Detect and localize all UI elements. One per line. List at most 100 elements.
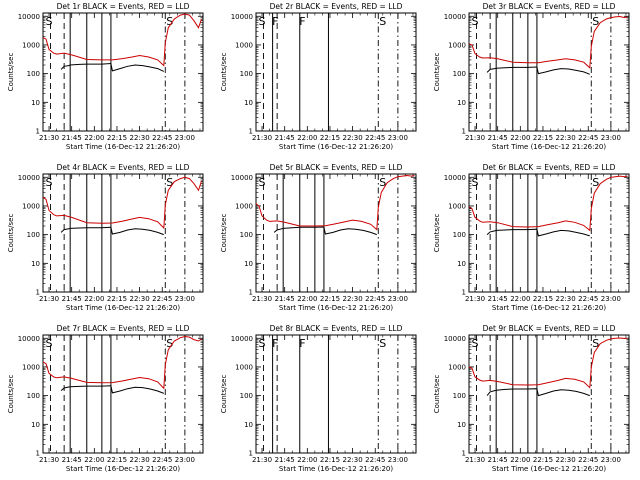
y-tick-label: 1000 (448, 41, 466, 49)
panel-title: Det 8r BLACK = Events, RED = LLD (270, 324, 403, 333)
panel-7: Det 7r BLACK = Events, RED = LLD 1 10 100 10… (7, 324, 204, 473)
x-tick-label: 22:30 (130, 295, 150, 303)
y-tick-label: 1000 (22, 41, 40, 49)
flag-label-s: S (259, 337, 266, 350)
x-tick-label: 22:00 (510, 456, 530, 464)
x-tick-label: 21:45 (62, 134, 82, 142)
x-axis-label: Start Time (16-Dec-12 21:26:20) (492, 304, 606, 312)
plot-frame (255, 173, 417, 293)
lld-series-line (468, 175, 628, 232)
y-tick-label: 10000 (444, 335, 466, 343)
flag-label-s: S (166, 337, 173, 350)
plot-frame (255, 334, 417, 454)
x-tick-label: 21:45 (275, 134, 295, 142)
y-tick-label: 10000 (231, 13, 253, 21)
x-tick-label: 22:15 (320, 295, 340, 303)
x-tick-label: 22:15 (107, 456, 127, 464)
y-tick-label: 100 (453, 392, 466, 400)
events-series-line (273, 226, 377, 236)
flag-label-s: S (166, 15, 173, 28)
x-tick-label: 23:00 (601, 134, 621, 142)
x-tick-label: 21:45 (62, 295, 82, 303)
x-tick-label: 22:30 (556, 134, 576, 142)
x-tick-label: 23:00 (175, 295, 195, 303)
lld-series-line (42, 335, 202, 390)
flag-label-f: F (299, 15, 305, 28)
y-tick-label: 1 (249, 128, 253, 136)
x-tick-label: 22:45 (152, 295, 172, 303)
x-tick-label: 22:45 (578, 134, 598, 142)
y-tick-label: 10 (31, 421, 40, 429)
x-tick-label: 22:15 (107, 134, 127, 142)
y-tick-label: 1000 (448, 202, 466, 210)
panel-title: Det 1r BLACK = Events, RED = LLD (57, 2, 190, 11)
y-tick-label: 10000 (18, 13, 40, 21)
x-tick-label: 22:45 (365, 134, 385, 142)
flag-label-s: S (592, 176, 599, 189)
x-tick-label: 21:45 (488, 295, 508, 303)
x-axis-label: Start Time (16-Dec-12 21:26:20) (279, 465, 393, 473)
x-tick-label: 22:30 (556, 295, 576, 303)
y-tick-label: 100 (240, 70, 253, 78)
x-tick-label: 21:30 (39, 134, 59, 142)
y-tick-label: 10000 (444, 13, 466, 21)
x-tick-label: 21:30 (252, 456, 272, 464)
events-series-line (486, 388, 590, 397)
flag-label-s: S (472, 15, 479, 28)
x-axis-label: Start Time (16-Dec-12 21:26:20) (279, 143, 393, 151)
panel-1: Det 1r BLACK = Events, RED = LLD 1 10 100 10… (7, 2, 204, 151)
lld-series-line (468, 337, 628, 389)
events-series-line (486, 228, 590, 237)
plot-frame (468, 12, 630, 132)
y-tick-label: 10 (457, 421, 466, 429)
plot-frame (468, 334, 630, 454)
y-tick-label: 100 (240, 231, 253, 239)
x-tick-label: 22:30 (130, 134, 150, 142)
y-tick-label: 100 (240, 392, 253, 400)
y-tick-label: 1000 (235, 41, 253, 49)
y-tick-label: 100 (453, 70, 466, 78)
y-axis-label: Counts/sec (220, 214, 228, 253)
plot-frame (42, 334, 204, 454)
y-tick-label: 100 (27, 231, 40, 239)
x-tick-label: 22:15 (533, 134, 553, 142)
y-tick-label: 1000 (235, 363, 253, 371)
y-axis-label: Counts/sec (220, 53, 228, 92)
y-tick-label: 100 (453, 231, 466, 239)
x-tick-label: 21:30 (465, 456, 485, 464)
flag-label-s: S (259, 176, 266, 189)
x-tick-label: 22:15 (533, 456, 553, 464)
panel-title: Det 6r BLACK = Events, RED = LLD (483, 163, 616, 172)
panel-title: Det 9r BLACK = Events, RED = LLD (483, 324, 616, 333)
y-axis-label: Counts/sec (433, 53, 441, 92)
panel-title: Det 2r BLACK = Events, RED = LLD (270, 2, 403, 11)
x-tick-label: 21:30 (39, 456, 59, 464)
plot-frame (42, 12, 204, 132)
panel-2: Det 2r BLACK = Events, RED = LLD 1 10 100 10… (220, 2, 417, 151)
flag-label-s: S (379, 337, 386, 350)
x-tick-label: 22:00 (297, 456, 317, 464)
x-tick-label: 22:15 (533, 295, 553, 303)
lld-series-line (42, 13, 202, 67)
y-tick-label: 10 (457, 260, 466, 268)
x-axis-label: Start Time (16-Dec-12 21:26:20) (279, 304, 393, 312)
lld-series-line (468, 15, 628, 69)
y-tick-label: 1000 (235, 202, 253, 210)
y-tick-label: 1 (462, 289, 466, 297)
x-tick-label: 22:45 (152, 456, 172, 464)
y-axis-label: Counts/sec (7, 375, 15, 414)
y-tick-label: 1 (249, 450, 253, 458)
y-tick-label: 1 (36, 289, 40, 297)
y-axis-label: Counts/sec (433, 214, 441, 253)
x-tick-label: 21:45 (275, 456, 295, 464)
y-tick-label: 10000 (18, 174, 40, 182)
y-tick-label: 10 (244, 421, 253, 429)
panel-4: Det 4r BLACK = Events, RED = LLD 1 10 100 10… (7, 163, 204, 312)
x-tick-label: 22:00 (84, 134, 104, 142)
x-tick-label: 22:45 (578, 456, 598, 464)
flag-label-s: S (472, 176, 479, 189)
y-axis-label: Counts/sec (7, 53, 15, 92)
x-tick-label: 22:30 (130, 456, 150, 464)
x-tick-label: 23:00 (601, 456, 621, 464)
